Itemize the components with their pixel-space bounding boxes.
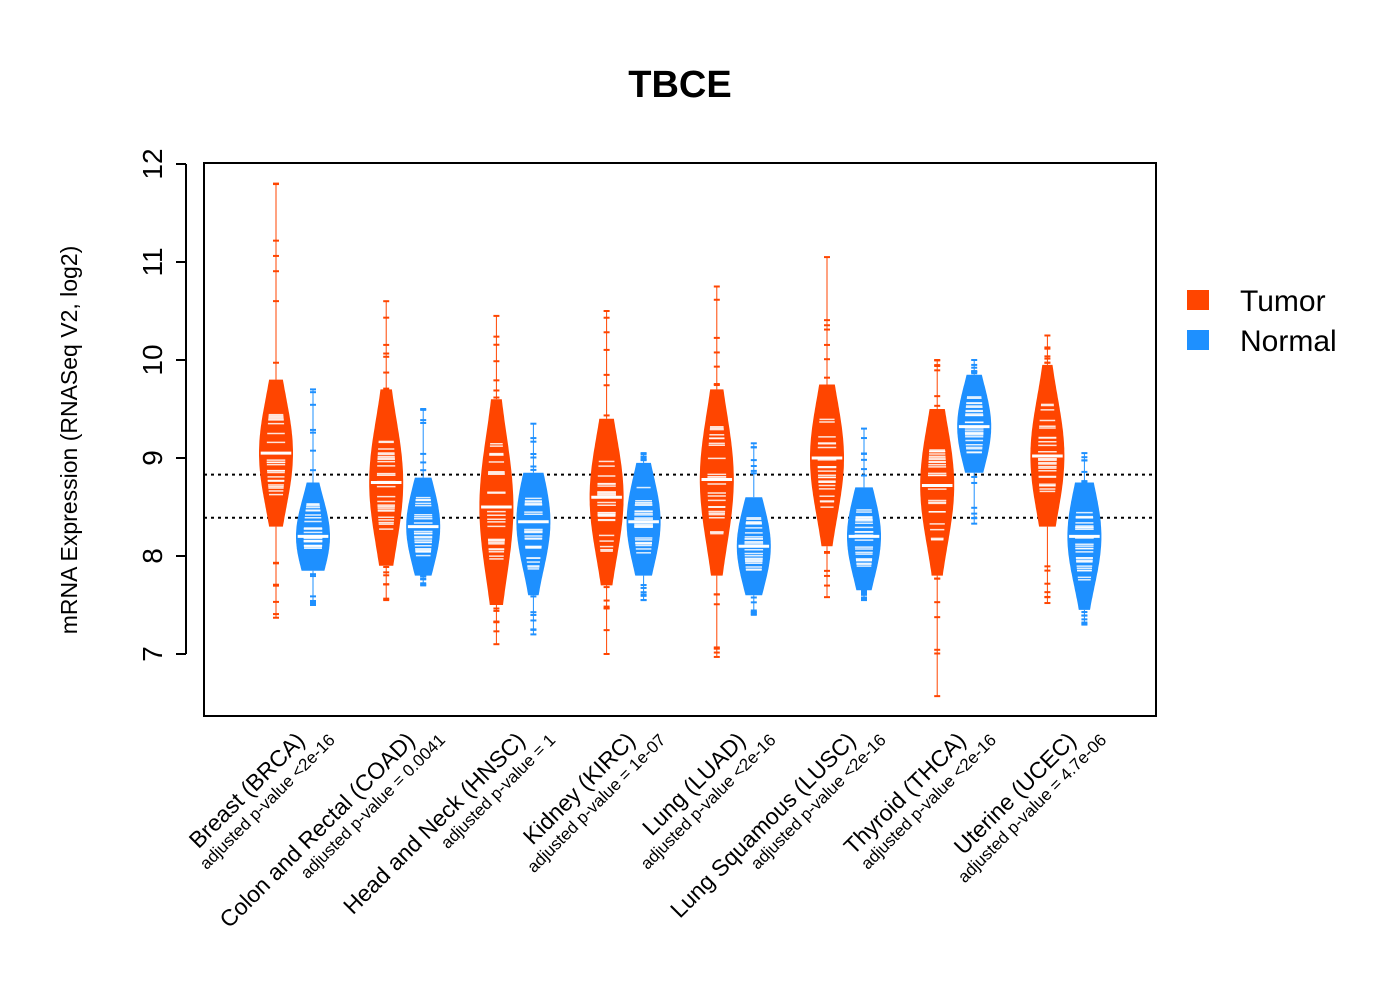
y-tick-label: 8	[137, 548, 168, 564]
tumor-violin	[369, 300, 404, 602]
y-tick-label: 12	[137, 148, 168, 179]
tumor-violin-body	[699, 389, 734, 576]
group-6	[920, 359, 992, 698]
chart-title: TBCE	[628, 64, 731, 106]
legend-normal-swatch	[1187, 330, 1209, 350]
tumor-violin-body	[810, 384, 844, 547]
normal-violin-body	[516, 472, 551, 596]
y-tick-label: 10	[137, 344, 168, 375]
normal-violin	[736, 442, 771, 616]
normal-violin	[626, 452, 661, 602]
y-tick-label: 11	[137, 247, 168, 276]
normal-violin-body	[847, 487, 881, 591]
x-axis-labels: Breast (BRCA)adjusted p-value <2e-16Colo…	[184, 727, 1111, 932]
group-3	[589, 310, 661, 655]
normal-violin	[296, 388, 330, 606]
normal-violin	[516, 422, 551, 636]
y-tick-label: 9	[137, 450, 168, 466]
tumor-violin	[259, 182, 293, 619]
normal-violin	[1067, 452, 1102, 626]
group-4	[699, 285, 771, 658]
group-2	[479, 314, 551, 646]
legend-tumor-swatch	[1187, 290, 1209, 310]
group-5	[810, 256, 881, 602]
tumor-violin-body	[479, 399, 514, 605]
reference-lines	[204, 473, 1156, 519]
normal-violin	[847, 427, 881, 602]
normal-violin-body	[296, 482, 330, 571]
tumor-violin	[589, 310, 624, 655]
tumor-violin	[810, 256, 844, 599]
group-1	[369, 300, 441, 602]
normal-violin	[406, 408, 441, 587]
normal-violin-body	[957, 374, 992, 473]
legend-normal-label: Normal	[1240, 325, 1337, 358]
tumor-violin	[699, 285, 734, 658]
violin-groups	[259, 182, 1102, 698]
legend-tumor-label: Tumor	[1240, 285, 1326, 318]
tumor-violin-body	[920, 409, 955, 576]
y-tick-label: 7	[137, 646, 168, 662]
tumor-violin	[479, 314, 514, 646]
tumor-violin	[920, 359, 955, 698]
legend: Tumor Normal	[1187, 285, 1337, 358]
tumor-violin-body	[369, 389, 404, 566]
tumor-violin	[1030, 334, 1065, 605]
y-axis: 7 8 9 10 11 12	[137, 148, 187, 662]
plot-frame	[203, 162, 1157, 717]
group-0	[259, 182, 330, 619]
group-7	[1030, 334, 1102, 626]
y-axis-label: mRNA Expression (RNASeq V2, log2)	[56, 246, 82, 635]
normal-violin	[957, 359, 992, 525]
